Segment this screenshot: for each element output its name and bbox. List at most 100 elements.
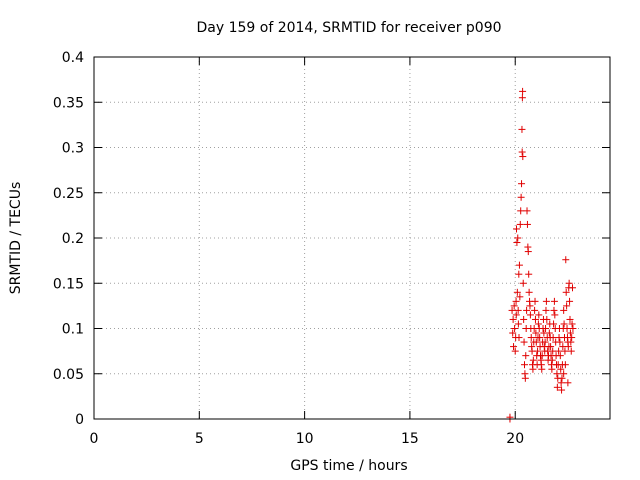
data-point bbox=[515, 334, 523, 342]
data-point bbox=[564, 379, 572, 387]
data-point bbox=[567, 347, 575, 355]
data-point bbox=[549, 334, 557, 342]
data-point bbox=[560, 370, 568, 378]
data-point bbox=[550, 297, 558, 305]
data-point bbox=[541, 338, 549, 346]
y-tick-label: 0.35 bbox=[53, 95, 84, 111]
y-tick-label: 0.1 bbox=[62, 322, 84, 338]
data-point bbox=[550, 306, 558, 314]
data-point bbox=[566, 315, 574, 323]
data-point bbox=[512, 297, 520, 305]
data-points bbox=[506, 87, 577, 423]
data-point bbox=[558, 386, 566, 394]
x-axis-title: GPS time / hours bbox=[290, 458, 407, 474]
data-point bbox=[548, 365, 556, 373]
data-point bbox=[543, 315, 551, 323]
data-point bbox=[509, 329, 517, 337]
data-point bbox=[534, 347, 542, 355]
data-point bbox=[536, 334, 544, 342]
data-point bbox=[556, 352, 564, 360]
data-point bbox=[568, 320, 576, 328]
data-point bbox=[512, 225, 520, 233]
data-point bbox=[519, 87, 527, 95]
data-point bbox=[566, 329, 574, 337]
data-point bbox=[518, 125, 526, 133]
data-point bbox=[511, 325, 519, 332]
data-point bbox=[532, 338, 540, 346]
data-point bbox=[529, 356, 537, 364]
data-point bbox=[510, 302, 518, 310]
data-point bbox=[535, 311, 543, 319]
data-point bbox=[548, 356, 556, 364]
data-point bbox=[523, 220, 531, 228]
y-tick-label: 0.3 bbox=[62, 141, 84, 157]
data-point bbox=[538, 352, 546, 360]
data-point bbox=[508, 306, 516, 314]
data-point bbox=[563, 325, 571, 332]
data-point bbox=[526, 311, 534, 319]
y-tick-label: 0.05 bbox=[53, 367, 84, 383]
data-point bbox=[562, 288, 570, 296]
data-point bbox=[542, 297, 550, 305]
data-point bbox=[557, 379, 565, 387]
data-point bbox=[522, 352, 530, 360]
data-point bbox=[520, 361, 528, 369]
data-point bbox=[516, 293, 524, 301]
y-tick-label: 0 bbox=[75, 412, 84, 428]
data-point bbox=[518, 180, 526, 188]
x-tick-label: 10 bbox=[296, 431, 314, 447]
data-point bbox=[515, 261, 523, 269]
data-point bbox=[523, 306, 531, 314]
data-point bbox=[517, 193, 525, 201]
y-tick-label: 0.4 bbox=[62, 50, 84, 66]
data-point bbox=[550, 320, 558, 328]
data-point bbox=[531, 315, 539, 323]
data-point bbox=[510, 343, 518, 351]
data-point bbox=[519, 153, 527, 161]
data-point bbox=[518, 148, 526, 156]
data-point bbox=[509, 315, 517, 323]
data-point bbox=[520, 315, 528, 323]
data-point bbox=[516, 220, 524, 228]
data-point bbox=[527, 334, 535, 342]
data-point bbox=[525, 270, 533, 278]
y-axis-title: SRMTID / TECUs bbox=[8, 182, 24, 295]
data-point bbox=[564, 343, 572, 351]
data-point bbox=[514, 234, 522, 242]
chart-title: Day 159 of 2014, SRMTID for receiver p09… bbox=[196, 20, 501, 36]
data-point bbox=[569, 284, 577, 292]
data-point bbox=[547, 343, 555, 351]
y-tick-label: 0.2 bbox=[62, 231, 84, 247]
data-point bbox=[555, 347, 563, 355]
data-point bbox=[532, 329, 540, 337]
data-point bbox=[561, 361, 569, 369]
data-point bbox=[557, 365, 565, 373]
data-point bbox=[542, 325, 550, 332]
y-tick-label: 0.15 bbox=[53, 276, 84, 292]
data-point bbox=[562, 256, 570, 264]
axis-ticks: 0 0.05 0.1 0.15 0.2 0.25 0.3 0.35 0.4 0 5 10 15 20 bbox=[53, 50, 610, 447]
data-point bbox=[511, 347, 519, 355]
data-point bbox=[514, 306, 522, 314]
data-point bbox=[517, 207, 525, 215]
data-point bbox=[531, 306, 539, 314]
plot-frame bbox=[93, 56, 611, 420]
data-point bbox=[569, 325, 577, 332]
x-tick-label: 0 bbox=[90, 431, 99, 447]
x-tick-label: 15 bbox=[401, 431, 419, 447]
data-point bbox=[525, 288, 533, 296]
x-tick-label: 5 bbox=[195, 431, 204, 447]
data-point bbox=[521, 374, 529, 382]
data-point bbox=[512, 311, 520, 319]
data-point bbox=[563, 302, 571, 310]
data-point bbox=[549, 347, 557, 355]
data-point bbox=[524, 248, 532, 256]
data-point bbox=[529, 365, 537, 373]
data-point bbox=[558, 374, 566, 382]
data-point bbox=[561, 347, 569, 355]
data-point bbox=[514, 320, 522, 328]
data-point bbox=[567, 338, 575, 346]
data-point bbox=[513, 239, 521, 247]
data-point bbox=[515, 270, 523, 278]
